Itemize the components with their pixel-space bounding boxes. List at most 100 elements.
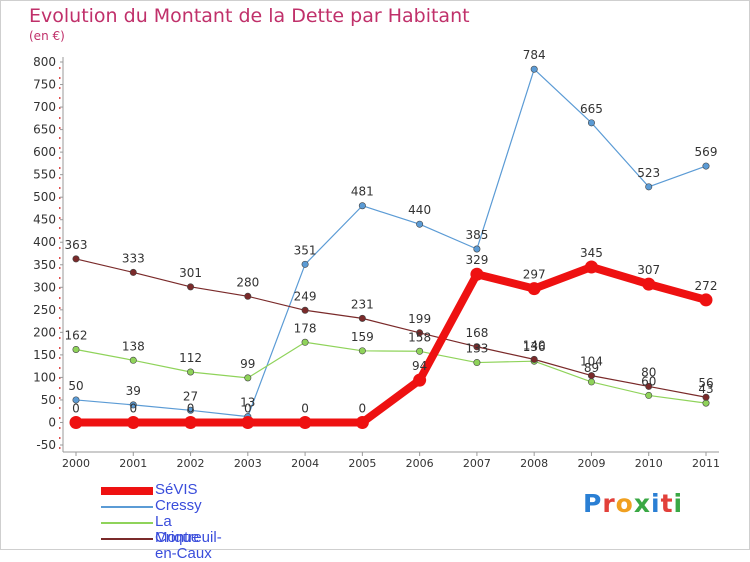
data-label: 481 bbox=[351, 185, 374, 199]
x-tick-label: 2008 bbox=[520, 457, 548, 470]
data-label: 89 bbox=[584, 361, 599, 375]
data-point bbox=[69, 415, 83, 429]
data-label: 0 bbox=[359, 401, 367, 415]
data-point bbox=[72, 345, 80, 353]
data-label: 280 bbox=[236, 275, 259, 289]
data-point bbox=[587, 378, 595, 386]
data-label: 784 bbox=[523, 48, 546, 62]
data-point bbox=[530, 65, 538, 73]
data-point bbox=[244, 374, 252, 382]
legend-label: Cressy bbox=[155, 497, 202, 514]
data-label: 569 bbox=[695, 145, 718, 159]
data-label: 39 bbox=[126, 384, 141, 398]
data-point bbox=[587, 119, 595, 127]
data-label: 333 bbox=[122, 251, 145, 265]
data-point bbox=[355, 415, 369, 429]
axis-accent-dot bbox=[59, 137, 61, 139]
legend-label: SéVIS bbox=[155, 481, 198, 498]
data-label: 50 bbox=[68, 379, 83, 393]
data-label: 199 bbox=[408, 312, 431, 326]
axis-accent-dot bbox=[59, 357, 61, 359]
logo-letter: i bbox=[651, 489, 661, 518]
x-tick-label: 2005 bbox=[348, 457, 376, 470]
data-label: 345 bbox=[580, 246, 603, 260]
data-label: 133 bbox=[465, 342, 488, 356]
data-label: 138 bbox=[122, 339, 145, 353]
axis-accent-dot bbox=[59, 107, 61, 109]
data-point bbox=[470, 267, 484, 281]
x-tick-label: 2000 bbox=[62, 457, 90, 470]
y-tick-label: 0 bbox=[48, 415, 56, 429]
axis-accent-dot bbox=[59, 337, 61, 339]
axis-accent-dot bbox=[59, 117, 61, 119]
data-point bbox=[530, 355, 538, 363]
axis-accent-dot bbox=[59, 127, 61, 129]
proxiti-logo: Proxiti bbox=[583, 489, 683, 518]
axis-accent-dot bbox=[59, 177, 61, 179]
data-label: 231 bbox=[351, 297, 374, 311]
data-point bbox=[187, 283, 195, 291]
axis-accent-dot bbox=[59, 247, 61, 249]
data-point bbox=[72, 255, 80, 263]
data-point bbox=[358, 202, 366, 210]
data-label: 158 bbox=[408, 330, 431, 344]
data-label: 159 bbox=[351, 330, 374, 344]
data-point bbox=[702, 399, 710, 407]
logo-letter: P bbox=[583, 489, 603, 518]
data-label: 249 bbox=[294, 289, 317, 303]
data-label: 329 bbox=[465, 253, 488, 267]
data-label: 13 bbox=[240, 396, 255, 410]
data-label: 272 bbox=[695, 279, 718, 293]
data-point bbox=[699, 293, 713, 307]
axis-accent-dot bbox=[59, 407, 61, 409]
axis-accent-dot bbox=[59, 267, 61, 269]
data-label: 162 bbox=[65, 328, 88, 342]
data-point bbox=[416, 347, 424, 355]
y-tick-label: 250 bbox=[33, 303, 56, 317]
data-point bbox=[473, 245, 481, 253]
data-point bbox=[527, 282, 541, 296]
axis-accent-dot bbox=[59, 207, 61, 209]
legend-swatch bbox=[101, 487, 153, 495]
y-tick-label: 300 bbox=[33, 280, 56, 294]
data-point bbox=[473, 343, 481, 351]
data-label: 523 bbox=[637, 166, 660, 180]
y-tick-label: 200 bbox=[33, 325, 56, 339]
data-label: 27 bbox=[183, 389, 198, 403]
x-tick-label: 2010 bbox=[635, 457, 663, 470]
axis-accent-dot bbox=[59, 167, 61, 169]
y-tick-label: 450 bbox=[33, 213, 56, 227]
data-point bbox=[129, 356, 137, 364]
legend-swatch bbox=[101, 522, 153, 524]
series-line bbox=[75, 258, 707, 398]
data-label: 168 bbox=[465, 326, 488, 340]
axis-accent-dot bbox=[59, 217, 61, 219]
axis-accent-dot bbox=[59, 397, 61, 399]
y-tick-label: 500 bbox=[33, 190, 56, 204]
axis-accent-dot bbox=[59, 317, 61, 319]
axis-accent-dot bbox=[59, 307, 61, 309]
axis-accent-dot bbox=[59, 67, 61, 69]
axis-accent-dot bbox=[59, 377, 61, 379]
series-line bbox=[72, 263, 710, 427]
legend-label: Montreuil-en-Caux bbox=[155, 529, 222, 562]
data-point bbox=[645, 183, 653, 191]
data-label: 0 bbox=[129, 401, 137, 415]
legend-swatch bbox=[101, 506, 153, 508]
axis-accent-dot bbox=[59, 367, 61, 369]
axis-accent-dot bbox=[59, 297, 61, 299]
y-tick-label: 350 bbox=[33, 258, 56, 272]
data-point bbox=[126, 415, 140, 429]
data-label: 56 bbox=[698, 376, 713, 390]
axis-accent-dot bbox=[59, 447, 61, 449]
data-point bbox=[187, 406, 195, 414]
x-tick-label: 2001 bbox=[119, 457, 147, 470]
data-point bbox=[473, 359, 481, 367]
data-point bbox=[298, 415, 312, 429]
chart-subtitle: (en €) bbox=[29, 29, 65, 43]
chart-title: Evolution du Montant de la Dette par Hab… bbox=[29, 5, 470, 27]
data-label: 112 bbox=[179, 351, 202, 365]
data-label: 0 bbox=[187, 401, 195, 415]
y-tick-label: 750 bbox=[33, 78, 56, 92]
